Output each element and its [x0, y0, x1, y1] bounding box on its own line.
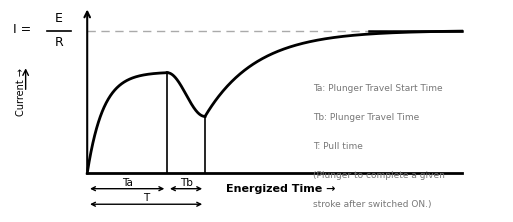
Text: T: T: [143, 193, 149, 203]
Text: R: R: [54, 36, 64, 49]
Text: Energized Time →: Energized Time →: [226, 184, 335, 194]
Text: Ta: Ta: [122, 178, 132, 188]
Text: Tb: Tb: [180, 178, 192, 188]
Text: I =: I =: [13, 23, 35, 36]
Text: (Plunger to complete a given: (Plunger to complete a given: [313, 171, 445, 180]
Text: E: E: [55, 12, 63, 25]
Text: Tb: Plunger Travel Time: Tb: Plunger Travel Time: [313, 113, 419, 122]
Text: stroke after switched ON.): stroke after switched ON.): [313, 200, 431, 209]
Text: Current →: Current →: [15, 68, 26, 116]
Text: T: Pull time: T: Pull time: [313, 142, 363, 151]
Text: Ta: Plunger Travel Start Time: Ta: Plunger Travel Start Time: [313, 84, 443, 93]
